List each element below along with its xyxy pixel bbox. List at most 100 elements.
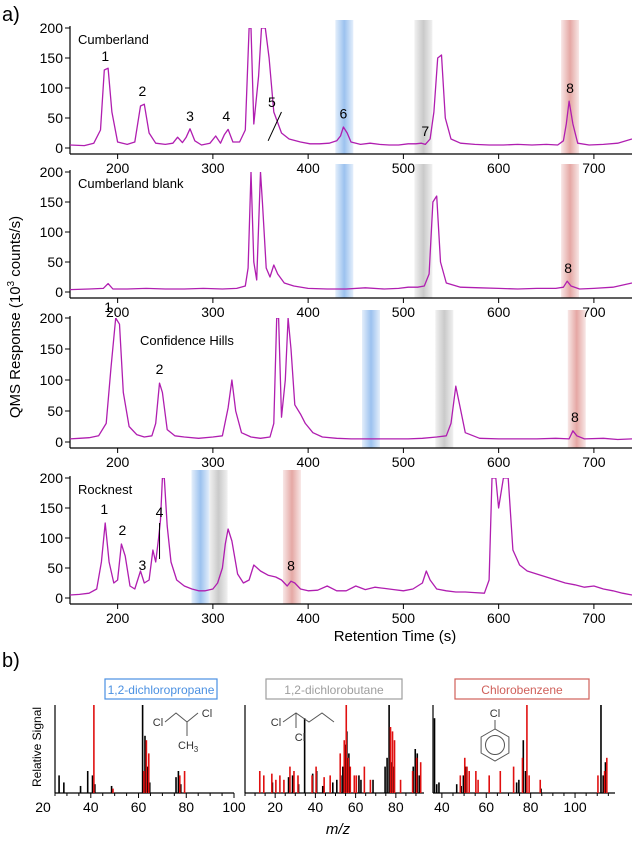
peak-label: 1 xyxy=(104,299,112,315)
x-tick-label: 200 xyxy=(106,454,130,470)
highlight-band-dichloropropane xyxy=(335,164,354,298)
sample-name: Confidence Hills xyxy=(140,333,234,348)
trace-cumberland-blank xyxy=(70,172,632,291)
y-tick-label: 150 xyxy=(40,50,64,66)
peak-label: 4 xyxy=(222,108,230,124)
x-tick-label: 200 xyxy=(106,610,130,626)
sample-name: Cumberland blank xyxy=(78,176,184,191)
atom-label: CH xyxy=(178,740,194,752)
compound-label-box xyxy=(104,678,218,700)
y-axis-label-superscript: 3 xyxy=(6,280,17,286)
x-tick-label: 300 xyxy=(201,454,225,470)
structure-dichlorobutane: Cl Cl xyxy=(271,712,335,744)
peak-label: 2 xyxy=(118,522,126,538)
peak-label: 1 xyxy=(100,501,108,517)
peak-label: 8 xyxy=(566,80,574,96)
x-tick-label: 500 xyxy=(392,160,416,176)
x-tick-label: 80 xyxy=(178,799,194,815)
atom-label: Cl xyxy=(153,717,163,729)
compound-label-box xyxy=(265,678,403,700)
chromatogram-2: 0 50 100 150 200 200 300 400 500 600 700 Cumberland… xyxy=(40,164,632,320)
trace-rocknest xyxy=(70,478,632,596)
atom-label: Cl xyxy=(202,708,212,720)
bond xyxy=(164,712,199,723)
y-tick-label: 200 xyxy=(40,164,64,180)
x-tick-label: 400 xyxy=(296,610,320,626)
x-tick-label: 400 xyxy=(296,160,320,176)
highlight-band-dichlorobutane xyxy=(209,470,228,604)
y-tick-label: 150 xyxy=(40,194,64,210)
highlight-band-chlorobenzene xyxy=(567,310,586,448)
compound-label-box xyxy=(454,678,590,700)
x-tick-label: 600 xyxy=(487,610,511,626)
compound-name: 1,2-dichloropropane xyxy=(108,683,215,697)
peak-label: 2 xyxy=(138,83,146,99)
x-tick-label: 300 xyxy=(201,160,225,176)
y-tick-label: 0 xyxy=(55,140,63,156)
mass-spectrum-2: 1,2-dichlorobutane 20 40 60 80 Cl Cl xyxy=(244,678,424,815)
mass-spectrum-3: Chlorobenzene 40 60 80 100 Cl xyxy=(432,678,615,815)
y-tick-label: 200 xyxy=(40,20,64,36)
peak-label: 8 xyxy=(564,260,572,276)
x-tick-label: 40 xyxy=(434,799,450,815)
sample-name: Rocknest xyxy=(78,482,133,497)
highlight-band-dichloropropane xyxy=(335,20,354,154)
highlight-band-chlorobenzene xyxy=(561,20,580,154)
y-tick-label: 100 xyxy=(40,224,64,240)
x-tick-label: 400 xyxy=(296,304,320,320)
atom-label: 3 xyxy=(194,745,199,754)
peak-label: 8 xyxy=(287,557,295,573)
x-tick-label: 300 xyxy=(201,610,225,626)
structure-chlorobenzene: Cl xyxy=(480,708,510,762)
x-tick-label: 600 xyxy=(487,160,511,176)
x-tick-label: 500 xyxy=(392,304,416,320)
x-tick-label: 200 xyxy=(106,160,130,176)
trace-confidence-hills xyxy=(70,318,632,441)
x-tick-label: 20 xyxy=(267,799,283,815)
peak-label: 1 xyxy=(101,48,109,64)
peak-label: 4 xyxy=(156,504,164,520)
y-tick-label: 100 xyxy=(40,80,64,96)
y-tick-label: 200 xyxy=(40,310,64,326)
highlight-band-chlorobenzene xyxy=(282,470,301,604)
x-tick-label: 300 xyxy=(201,304,225,320)
y-tick-label: 0 xyxy=(55,590,63,606)
peak-label: 6 xyxy=(339,106,347,122)
peak-label: 3 xyxy=(186,108,194,124)
chromatogram-4: 0 50 100 150 200 200 300 400 500 600 700 Rocknest 12… xyxy=(40,470,632,626)
trace-cumberland xyxy=(70,28,632,147)
x-tick-label: 600 xyxy=(487,304,511,320)
x-axis-label-b: m/z xyxy=(326,821,351,838)
panel-b-label: b) xyxy=(2,650,20,672)
peak-label: 5 xyxy=(268,94,276,110)
y-axis-label: QMS Response (103 counts/s) xyxy=(6,216,24,418)
x-tick-label: 600 xyxy=(487,454,511,470)
y-tick-label: 50 xyxy=(47,254,63,270)
atom-label: Cl xyxy=(295,732,305,744)
sample-name: Cumberland xyxy=(78,32,149,47)
x-tick-label: 700 xyxy=(582,160,606,176)
y-tick-label: 150 xyxy=(40,341,64,357)
y-tick-label: 200 xyxy=(40,470,64,486)
peak-label: 3 xyxy=(138,557,146,573)
x-tick-label: 80 xyxy=(388,799,404,815)
panel-a-label: a) xyxy=(2,4,20,26)
y-tick-label: 50 xyxy=(47,110,63,126)
x-tick-label: 400 xyxy=(296,454,320,470)
x-tick-label: 700 xyxy=(582,454,606,470)
y-tick-label: 50 xyxy=(47,560,63,576)
x-tick-label: 200 xyxy=(106,304,130,320)
x-axis-label: Retention Time (s) xyxy=(334,628,457,645)
chromatogram-3: 0 50 100 150 200 200 300 400 500 600 700 Confidence… xyxy=(40,299,632,470)
aromatic-circle xyxy=(485,735,505,755)
y-axis-label-b: Relative Signal xyxy=(30,707,44,787)
x-tick-label: 60 xyxy=(478,799,494,815)
x-tick-label: 700 xyxy=(582,610,606,626)
bond xyxy=(282,712,335,723)
x-tick-label: 40 xyxy=(308,799,324,815)
structure-dichloropropane: Cl Cl CH 3 xyxy=(153,708,212,754)
x-tick-label: 500 xyxy=(392,454,416,470)
